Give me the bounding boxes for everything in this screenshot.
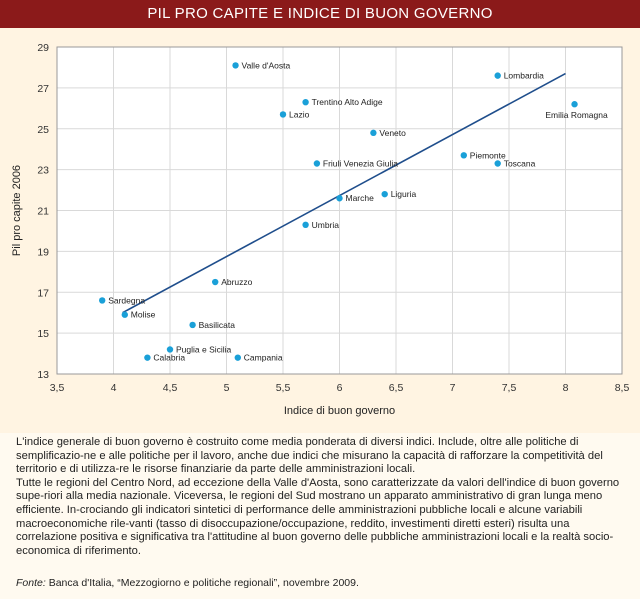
y-tick-label: 17 — [37, 287, 49, 299]
explanatory-notes: L'indice generale di buon governo è cost… — [16, 436, 626, 558]
chart-title: PIL PRO CAPITE E INDICE DI BUON GOVERNO — [0, 0, 640, 28]
data-point-label: Calabria — [153, 353, 185, 363]
data-point — [166, 346, 174, 353]
data-point-label: Basilicata — [199, 320, 236, 330]
y-tick-label: 23 — [37, 165, 49, 177]
data-point-label: Veneto — [379, 128, 406, 138]
y-tick-label: 29 — [37, 42, 49, 54]
data-point-label: Lombardia — [504, 71, 544, 81]
data-point — [302, 221, 309, 229]
source-text: Banca d'Italia, “Mezzogiorno e politiche… — [45, 577, 359, 589]
source-note: Fonte: Banca d'Italia, “Mezzogiorno e po… — [16, 577, 359, 589]
x-tick-label: 8,5 — [615, 382, 630, 394]
data-point — [99, 297, 106, 304]
data-point — [189, 321, 196, 329]
data-point-label: Lazio — [289, 109, 310, 119]
data-point — [494, 160, 501, 167]
y-tick-label: 27 — [37, 83, 49, 95]
x-tick-label: 6,5 — [389, 382, 404, 394]
data-point-label: Sardegna — [108, 295, 145, 305]
x-tick-label: 4 — [111, 382, 117, 394]
data-point — [234, 354, 241, 361]
data-point-label: Molise — [131, 310, 156, 320]
note-paragraph: L'indice generale di buon governo è cost… — [16, 436, 603, 476]
y-tick-label: 13 — [37, 369, 49, 381]
x-tick-label: 3,5 — [50, 382, 65, 394]
trend-line — [122, 72, 566, 314]
x-tick-label: 7 — [450, 382, 456, 394]
data-point-label: Emilia Romagna — [545, 110, 608, 120]
data-point-label: Liguria — [391, 189, 417, 199]
data-point-label: Toscana — [504, 158, 536, 168]
data-point — [313, 160, 321, 167]
data-point-label: Valle d'Aosta — [242, 60, 291, 70]
x-axis-title: Indice di buon governo — [284, 405, 395, 417]
data-point — [121, 311, 128, 318]
x-tick-label: 5 — [224, 382, 230, 394]
x-tick-label: 5,5 — [276, 382, 291, 394]
data-point-label: Marche — [346, 193, 375, 203]
data-point — [144, 354, 151, 361]
data-point-label: Umbria — [312, 220, 340, 230]
y-axis-title: Pil pro capite 2006 — [11, 165, 23, 256]
data-point — [370, 129, 377, 137]
data-point — [302, 98, 309, 106]
data-point — [381, 190, 388, 198]
data-point-label: Abruzzo — [221, 277, 252, 287]
x-tick-label: 8 — [563, 382, 569, 394]
data-point — [232, 62, 239, 69]
data-point-label: Campania — [244, 353, 283, 363]
data-point-label: Puglia e Sicilia — [176, 344, 232, 354]
y-tick-label: 25 — [37, 124, 49, 136]
data-point — [336, 195, 343, 202]
data-point — [279, 111, 287, 118]
data-point — [494, 72, 501, 79]
x-tick-label: 6 — [337, 382, 343, 394]
data-point — [571, 101, 578, 108]
scatter-chart: 13 15 17 19 21 23 25 27 29 3,5 4 4,5 5 5,5 6 6,5 7 7,5 8 8,… — [11, 42, 630, 417]
x-tick-label: 7,5 — [502, 382, 517, 394]
x-tick-label: 4,5 — [163, 382, 178, 394]
data-point — [212, 278, 219, 286]
data-point — [460, 152, 467, 159]
data-point-label: Piemonte — [470, 150, 506, 160]
data-point-label: Friuli Venezia Giulia — [323, 158, 398, 168]
data-point-label: Trentino Alto Adige — [312, 97, 383, 107]
note-paragraph: Tutte le regioni del Centro Nord, ad ecc… — [16, 476, 620, 557]
chart-panel: 13 15 17 19 21 23 25 27 29 3,5 4 4,5 5 5,5 6 6,5 7 7,5 8 8,… — [0, 28, 640, 433]
plot-border — [56, 46, 623, 375]
y-tick-label: 19 — [37, 246, 49, 258]
y-tick-label: 21 — [37, 206, 49, 218]
source-label: Fonte: — [16, 577, 46, 589]
y-tick-label: 15 — [37, 328, 49, 340]
